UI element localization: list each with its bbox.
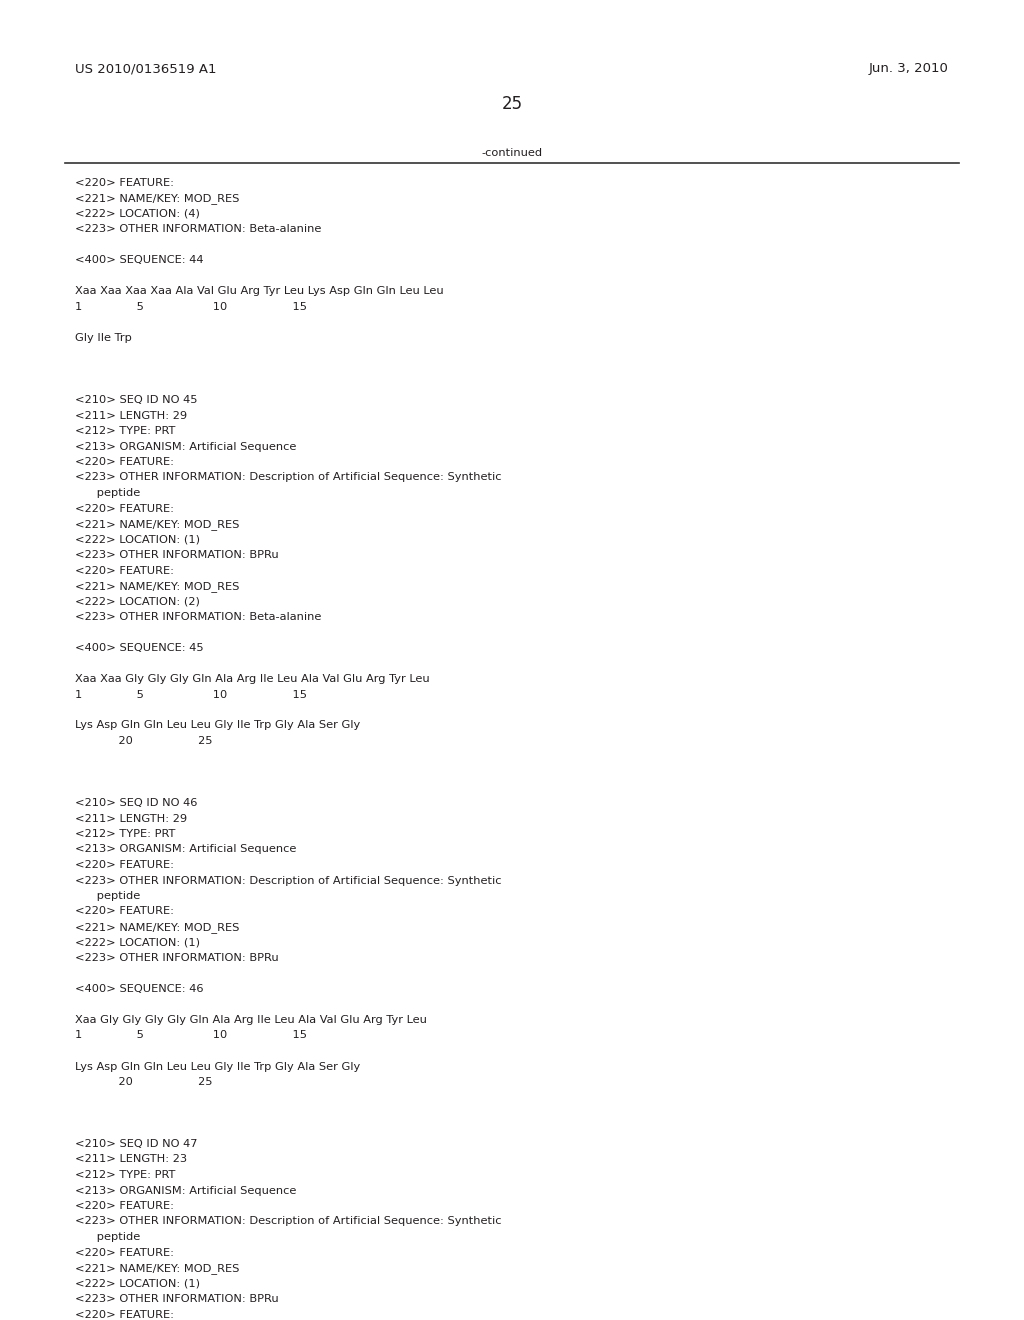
Text: <213> ORGANISM: Artificial Sequence: <213> ORGANISM: Artificial Sequence — [75, 1185, 296, 1196]
Text: <222> LOCATION: (1): <222> LOCATION: (1) — [75, 1279, 200, 1288]
Text: <223> OTHER INFORMATION: Beta-alanine: <223> OTHER INFORMATION: Beta-alanine — [75, 612, 322, 622]
Text: peptide: peptide — [75, 891, 140, 902]
Text: <213> ORGANISM: Artificial Sequence: <213> ORGANISM: Artificial Sequence — [75, 845, 296, 854]
Text: 1               5                   10                  15: 1 5 10 15 — [75, 689, 307, 700]
Text: <220> FEATURE:: <220> FEATURE: — [75, 1247, 174, 1258]
Text: <220> FEATURE:: <220> FEATURE: — [75, 503, 174, 513]
Text: <211> LENGTH: 23: <211> LENGTH: 23 — [75, 1155, 187, 1164]
Text: Xaa Xaa Xaa Xaa Ala Val Glu Arg Tyr Leu Lys Asp Gln Gln Leu Leu: Xaa Xaa Xaa Xaa Ala Val Glu Arg Tyr Leu … — [75, 286, 443, 297]
Text: peptide: peptide — [75, 488, 140, 498]
Text: <220> FEATURE:: <220> FEATURE: — [75, 1201, 174, 1210]
Text: <213> ORGANISM: Artificial Sequence: <213> ORGANISM: Artificial Sequence — [75, 441, 296, 451]
Text: <220> FEATURE:: <220> FEATURE: — [75, 907, 174, 916]
Text: <221> NAME/KEY: MOD_RES: <221> NAME/KEY: MOD_RES — [75, 581, 240, 591]
Text: <211> LENGTH: 29: <211> LENGTH: 29 — [75, 411, 187, 421]
Text: <400> SEQUENCE: 46: <400> SEQUENCE: 46 — [75, 983, 204, 994]
Text: 1               5                   10                  15: 1 5 10 15 — [75, 302, 307, 312]
Text: <212> TYPE: PRT: <212> TYPE: PRT — [75, 1170, 175, 1180]
Text: <223> OTHER INFORMATION: Description of Artificial Sequence: Synthetic: <223> OTHER INFORMATION: Description of … — [75, 1217, 502, 1226]
Text: <223> OTHER INFORMATION: Beta-alanine: <223> OTHER INFORMATION: Beta-alanine — [75, 224, 322, 235]
Text: Jun. 3, 2010: Jun. 3, 2010 — [869, 62, 949, 75]
Text: 1               5                   10                  15: 1 5 10 15 — [75, 1031, 307, 1040]
Text: US 2010/0136519 A1: US 2010/0136519 A1 — [75, 62, 216, 75]
Text: <220> FEATURE:: <220> FEATURE: — [75, 178, 174, 187]
Text: <212> TYPE: PRT: <212> TYPE: PRT — [75, 426, 175, 436]
Text: <221> NAME/KEY: MOD_RES: <221> NAME/KEY: MOD_RES — [75, 194, 240, 205]
Text: <400> SEQUENCE: 45: <400> SEQUENCE: 45 — [75, 643, 204, 653]
Text: peptide: peptide — [75, 1232, 140, 1242]
Text: <223> OTHER INFORMATION: Description of Artificial Sequence: Synthetic: <223> OTHER INFORMATION: Description of … — [75, 875, 502, 886]
Text: <212> TYPE: PRT: <212> TYPE: PRT — [75, 829, 175, 840]
Text: Gly Ile Trp: Gly Ile Trp — [75, 333, 132, 343]
Text: <210> SEQ ID NO 46: <210> SEQ ID NO 46 — [75, 799, 198, 808]
Text: <210> SEQ ID NO 45: <210> SEQ ID NO 45 — [75, 395, 198, 405]
Text: <222> LOCATION: (1): <222> LOCATION: (1) — [75, 535, 200, 544]
Text: <222> LOCATION: (2): <222> LOCATION: (2) — [75, 597, 200, 606]
Text: <221> NAME/KEY: MOD_RES: <221> NAME/KEY: MOD_RES — [75, 1263, 240, 1274]
Text: <210> SEQ ID NO 47: <210> SEQ ID NO 47 — [75, 1139, 198, 1148]
Text: <220> FEATURE:: <220> FEATURE: — [75, 861, 174, 870]
Text: 25: 25 — [502, 95, 522, 114]
Text: Xaa Gly Gly Gly Gly Gln Ala Arg Ile Leu Ala Val Glu Arg Tyr Leu: Xaa Gly Gly Gly Gly Gln Ala Arg Ile Leu … — [75, 1015, 427, 1026]
Text: -continued: -continued — [481, 148, 543, 158]
Text: <222> LOCATION: (1): <222> LOCATION: (1) — [75, 937, 200, 948]
Text: <223> OTHER INFORMATION: BPRu: <223> OTHER INFORMATION: BPRu — [75, 1294, 279, 1304]
Text: 20                  25: 20 25 — [75, 1077, 213, 1086]
Text: <220> FEATURE:: <220> FEATURE: — [75, 565, 174, 576]
Text: <400> SEQUENCE: 44: <400> SEQUENCE: 44 — [75, 256, 204, 265]
Text: Lys Asp Gln Gln Leu Leu Gly Ile Trp Gly Ala Ser Gly: Lys Asp Gln Gln Leu Leu Gly Ile Trp Gly … — [75, 1061, 360, 1072]
Text: <223> OTHER INFORMATION: BPRu: <223> OTHER INFORMATION: BPRu — [75, 550, 279, 560]
Text: <223> OTHER INFORMATION: Description of Artificial Sequence: Synthetic: <223> OTHER INFORMATION: Description of … — [75, 473, 502, 483]
Text: <220> FEATURE:: <220> FEATURE: — [75, 1309, 174, 1320]
Text: Lys Asp Gln Gln Leu Leu Gly Ile Trp Gly Ala Ser Gly: Lys Asp Gln Gln Leu Leu Gly Ile Trp Gly … — [75, 721, 360, 730]
Text: <223> OTHER INFORMATION: BPRu: <223> OTHER INFORMATION: BPRu — [75, 953, 279, 964]
Text: <220> FEATURE:: <220> FEATURE: — [75, 457, 174, 467]
Text: 20                  25: 20 25 — [75, 737, 213, 746]
Text: <222> LOCATION: (4): <222> LOCATION: (4) — [75, 209, 200, 219]
Text: <221> NAME/KEY: MOD_RES: <221> NAME/KEY: MOD_RES — [75, 519, 240, 529]
Text: <211> LENGTH: 29: <211> LENGTH: 29 — [75, 813, 187, 824]
Text: <221> NAME/KEY: MOD_RES: <221> NAME/KEY: MOD_RES — [75, 921, 240, 933]
Text: Xaa Xaa Gly Gly Gly Gln Ala Arg Ile Leu Ala Val Glu Arg Tyr Leu: Xaa Xaa Gly Gly Gly Gln Ala Arg Ile Leu … — [75, 675, 430, 684]
